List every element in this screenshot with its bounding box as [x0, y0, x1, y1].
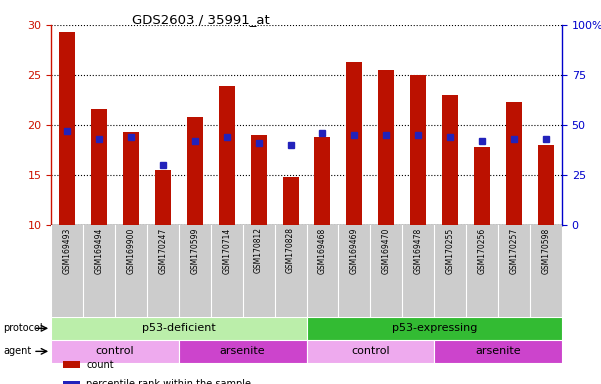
- Text: control: control: [351, 346, 389, 356]
- Bar: [187, 117, 203, 225]
- Bar: [379, 70, 394, 225]
- Bar: [307, 340, 435, 363]
- Text: GSM170255: GSM170255: [446, 227, 455, 274]
- Text: arsenite: arsenite: [220, 346, 266, 356]
- Bar: [155, 170, 171, 225]
- Text: GSM169493: GSM169493: [63, 227, 72, 274]
- Bar: [307, 317, 562, 340]
- Text: p53-expressing: p53-expressing: [391, 323, 477, 333]
- Text: control: control: [96, 346, 134, 356]
- Bar: [251, 135, 267, 225]
- Text: protocol: protocol: [3, 323, 43, 333]
- Bar: [410, 75, 426, 225]
- Bar: [51, 317, 307, 340]
- Text: GSM170247: GSM170247: [158, 227, 167, 274]
- Bar: [123, 132, 139, 225]
- Bar: [51, 340, 179, 363]
- Text: GSM170257: GSM170257: [510, 227, 519, 274]
- Text: percentile rank within the sample: percentile rank within the sample: [86, 379, 251, 384]
- Text: GSM169469: GSM169469: [350, 227, 359, 274]
- Text: GSM169494: GSM169494: [94, 227, 103, 274]
- Text: GSM169470: GSM169470: [382, 227, 391, 274]
- Text: GSM169478: GSM169478: [413, 227, 423, 274]
- Bar: [434, 340, 562, 363]
- Bar: [314, 137, 331, 225]
- Text: GSM169468: GSM169468: [318, 227, 327, 274]
- Bar: [538, 145, 554, 225]
- Bar: [506, 102, 522, 225]
- Text: count: count: [86, 360, 114, 370]
- Bar: [219, 86, 234, 225]
- Text: agent: agent: [3, 346, 31, 356]
- Bar: [91, 109, 107, 225]
- Text: p53-deficient: p53-deficient: [142, 323, 216, 333]
- Text: GSM170828: GSM170828: [286, 227, 295, 273]
- Text: GSM170598: GSM170598: [542, 227, 551, 274]
- Text: GSM169900: GSM169900: [126, 227, 135, 274]
- Text: arsenite: arsenite: [475, 346, 521, 356]
- Text: GDS2603 / 35991_at: GDS2603 / 35991_at: [132, 13, 270, 26]
- Bar: [474, 147, 490, 225]
- Text: GSM170812: GSM170812: [254, 227, 263, 273]
- Text: GSM170714: GSM170714: [222, 227, 231, 274]
- Text: GSM170599: GSM170599: [191, 227, 200, 274]
- Bar: [59, 32, 75, 225]
- Bar: [282, 177, 299, 225]
- Bar: [442, 95, 458, 225]
- Bar: [346, 62, 362, 225]
- Text: GSM170256: GSM170256: [478, 227, 487, 274]
- Bar: [179, 340, 307, 363]
